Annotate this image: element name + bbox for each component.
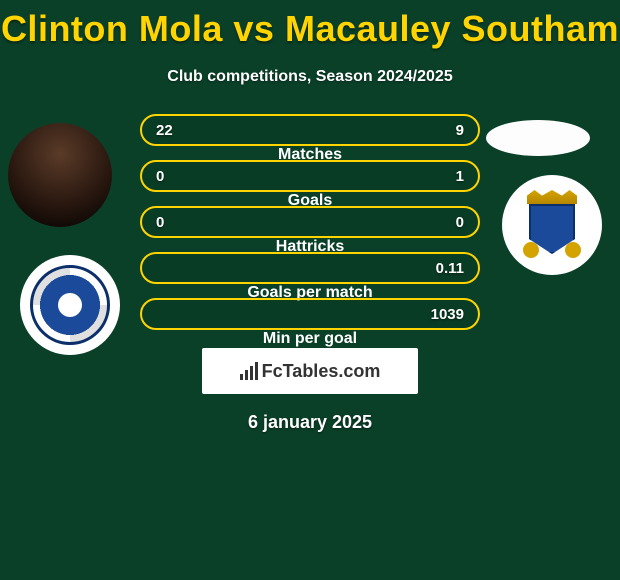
stat-left-value: 0: [156, 168, 196, 185]
bar-chart-icon: [240, 362, 258, 380]
stat-row: 0.11 Goals per match: [140, 252, 480, 284]
brand-text: FcTables.com: [262, 361, 381, 382]
stat-right-value: 0.11: [424, 260, 464, 277]
stat-row: 1039 Min per goal: [140, 298, 480, 330]
crest-icon: [513, 186, 591, 264]
brand-box: FcTables.com: [202, 348, 418, 394]
stat-row: 0 0 Hattricks: [140, 206, 480, 238]
stat-right-value: 0: [424, 214, 464, 231]
date-text: 6 january 2025: [0, 412, 620, 433]
stat-row: 0 1 Goals: [140, 160, 480, 192]
stat-right-value: 9: [424, 122, 464, 139]
stat-label: Min per goal: [263, 330, 357, 348]
player-right-club-crest: [502, 175, 602, 275]
stat-row: 22 9 Matches: [140, 114, 480, 146]
player-right-avatar: [486, 120, 590, 156]
stat-left-value: 0: [156, 214, 196, 231]
stat-right-value: 1: [424, 168, 464, 185]
stat-left-value: 22: [156, 122, 196, 139]
player-left-club-crest: [20, 255, 120, 355]
stat-right-value: 1039: [424, 306, 464, 323]
player-left-avatar: [8, 123, 112, 227]
subtitle: Club competitions, Season 2024/2025: [0, 68, 620, 86]
crest-icon: [30, 265, 110, 345]
page-title: Clinton Mola vs Macauley Southam: [0, 0, 620, 50]
